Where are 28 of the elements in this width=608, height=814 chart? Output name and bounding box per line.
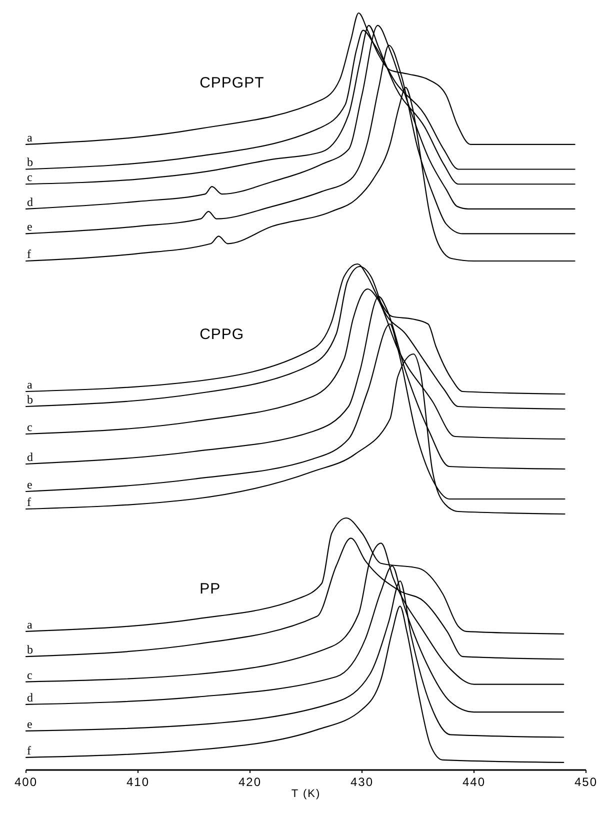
series-label: a bbox=[27, 617, 33, 632]
series-label: e bbox=[27, 478, 32, 492]
x-tick-label: 430 bbox=[350, 775, 374, 789]
series-label: f bbox=[27, 743, 31, 758]
series-label: a bbox=[27, 378, 33, 392]
series-label: b bbox=[27, 155, 33, 170]
x-tick-label: 450 bbox=[574, 775, 598, 789]
series-label: c bbox=[27, 420, 32, 434]
x-tick-label: 420 bbox=[238, 775, 262, 789]
text: PP bbox=[200, 580, 221, 598]
series-label: d bbox=[27, 194, 33, 209]
series-label: b bbox=[27, 392, 33, 406]
series-label: c bbox=[27, 668, 32, 682]
series-label: d bbox=[27, 690, 33, 704]
text: CPPG bbox=[200, 326, 244, 343]
x-tick-label: 400 bbox=[14, 775, 38, 789]
series-label: d bbox=[27, 450, 33, 464]
series-label: f bbox=[27, 495, 31, 509]
x-tick-label: 410 bbox=[126, 775, 150, 789]
series-label: e bbox=[27, 220, 32, 234]
series-label: b bbox=[27, 642, 33, 657]
series-label: e bbox=[27, 716, 32, 731]
text: CPPGPT bbox=[200, 74, 264, 92]
series-label: c bbox=[27, 170, 32, 184]
x-axis-title: T (K) bbox=[291, 788, 321, 800]
series-label: f bbox=[27, 247, 31, 261]
x-tick-label: 440 bbox=[462, 775, 486, 789]
series-label: a bbox=[27, 130, 33, 144]
